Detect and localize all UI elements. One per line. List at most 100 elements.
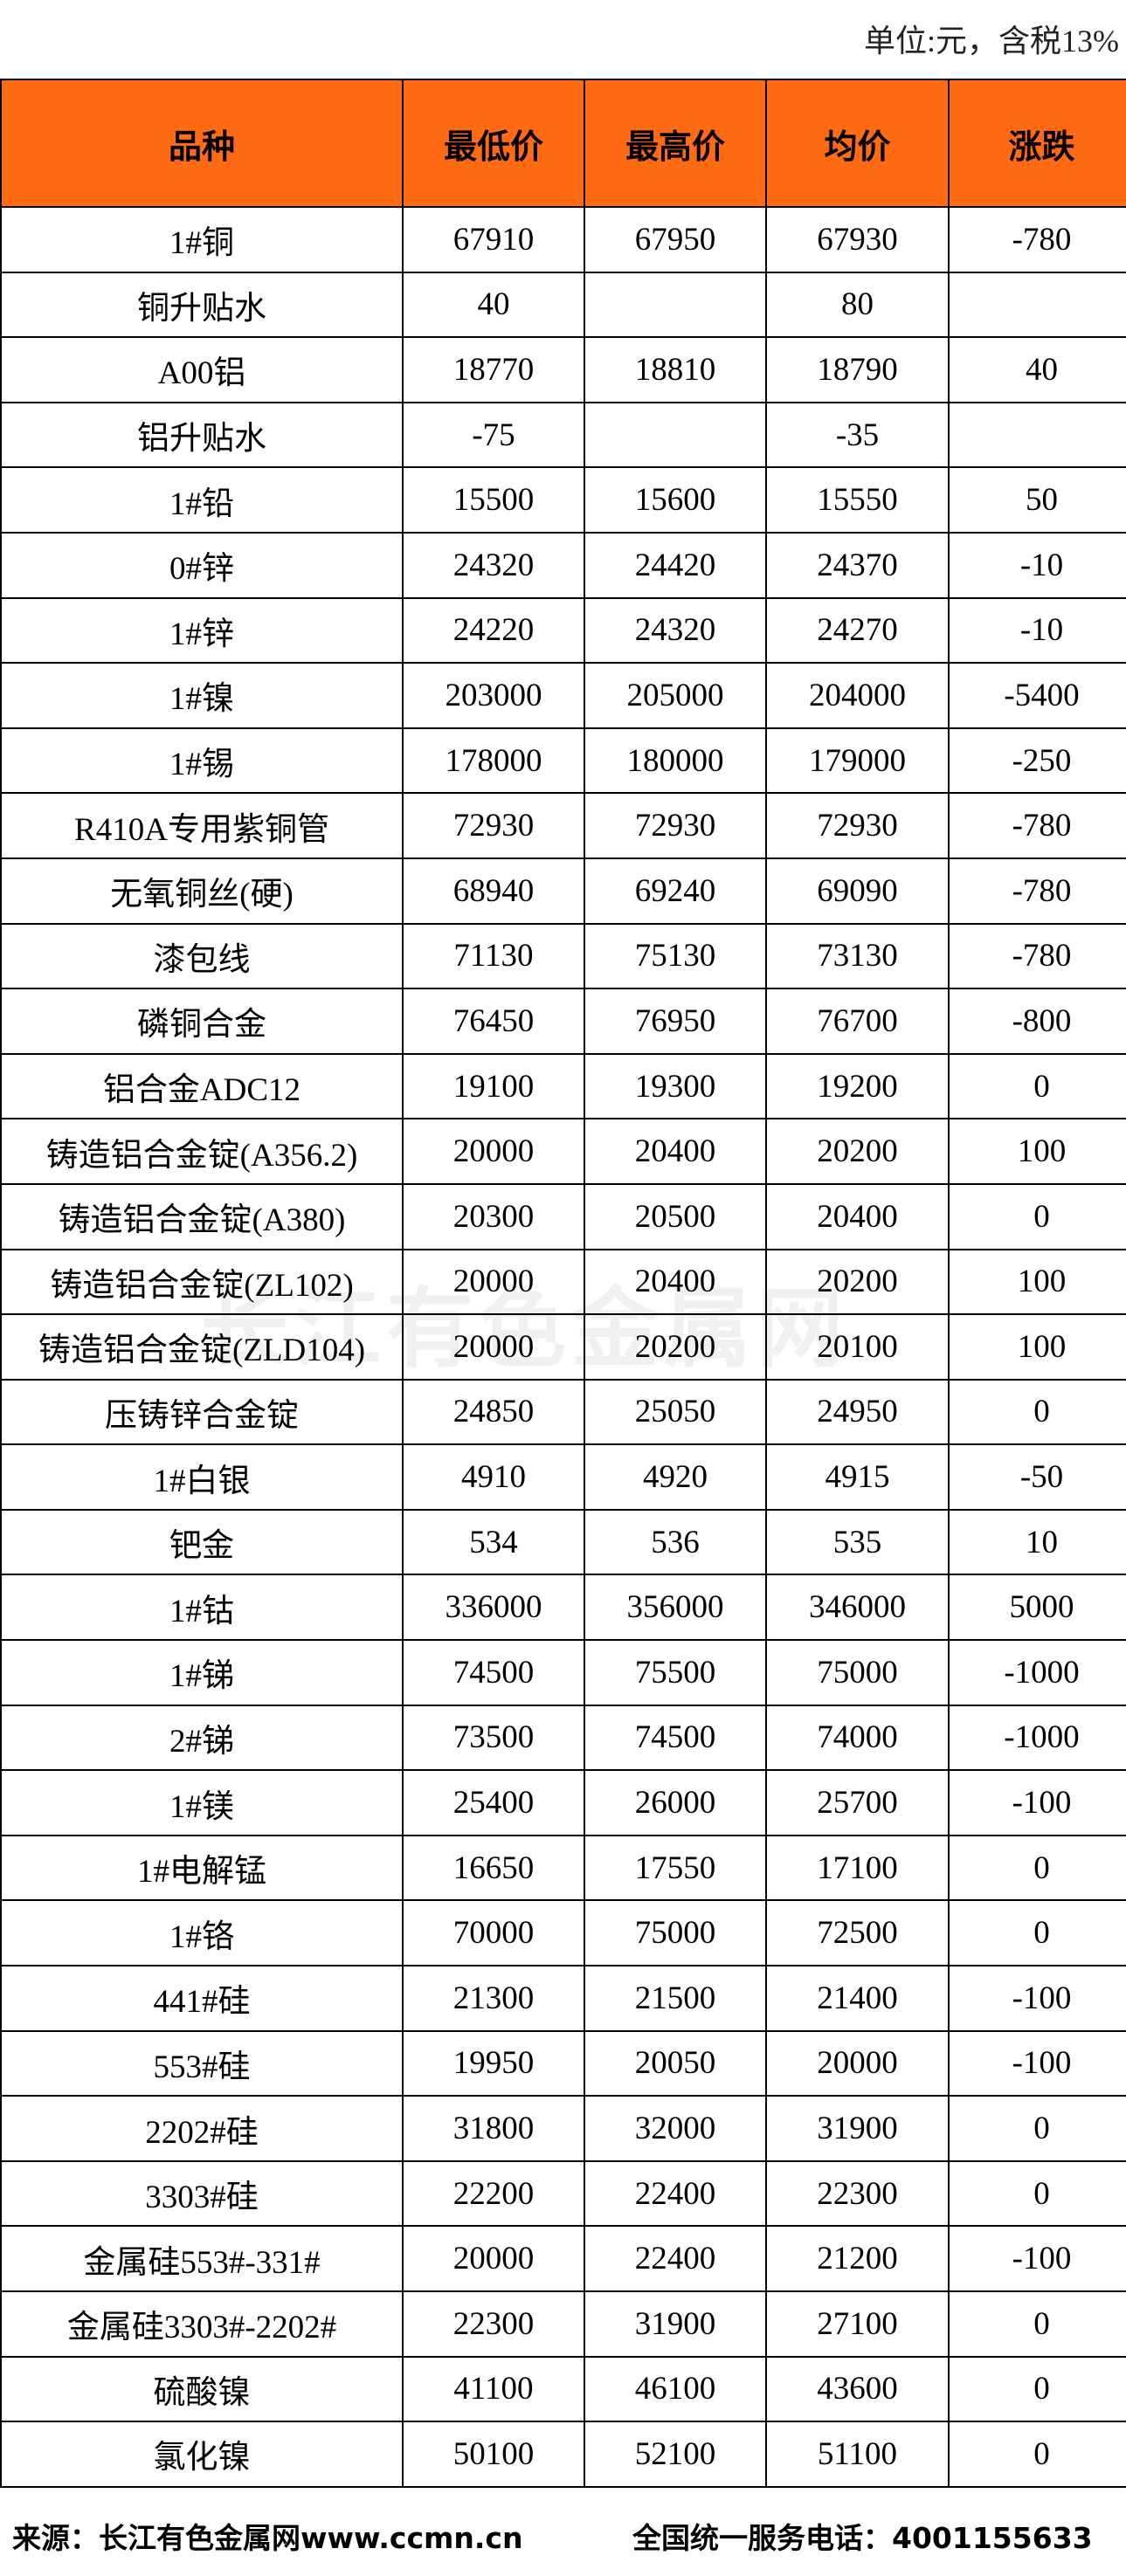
cell: 20500: [584, 1182, 767, 1250]
table-row: 铸造铝合金锭(A356.2) 20000 20400 20200 100: [0, 1118, 1126, 1185]
item-cell: 铸造铝合金锭(A356.2): [0, 1118, 404, 1185]
cell: -800: [948, 988, 1126, 1055]
cell: 69240: [584, 857, 767, 925]
cell: 17100: [765, 1834, 950, 1902]
cell: -250: [948, 727, 1126, 795]
table-row: 2#锑 73500 74500 74000 -1000: [0, 1704, 1126, 1772]
cell: 179000: [765, 727, 950, 795]
cell: -10: [948, 596, 1126, 665]
cell: 67910: [402, 206, 585, 273]
cell: 534: [402, 1508, 585, 1576]
cell: 17550: [584, 1834, 767, 1902]
cell: 21200: [765, 2225, 950, 2292]
cell: 72930: [402, 792, 585, 859]
cell: 22400: [584, 2225, 767, 2292]
cell: 24950: [765, 1378, 950, 1446]
item-cell: 钯金: [0, 1508, 404, 1576]
cell: 4915: [765, 1443, 950, 1511]
cell: 18790: [765, 336, 950, 403]
cell: [584, 271, 767, 339]
cell: 5000: [948, 1574, 1126, 1642]
item-cell: 1#白银: [0, 1443, 404, 1511]
cell: 72930: [584, 792, 767, 859]
cell: 20200: [584, 1313, 767, 1381]
table-row: 1#镍 203000 205000 204000 -5400: [0, 662, 1126, 729]
cell: 32000: [584, 2095, 767, 2162]
item-cell: R410A专用紫铜管: [0, 792, 404, 859]
item-cell: 1#钴: [0, 1574, 404, 1642]
cell: 41100: [402, 2355, 585, 2423]
cell: 20400: [584, 1248, 767, 1316]
cell: 75130: [584, 922, 767, 990]
cell: 336000: [402, 1574, 585, 1642]
item-cell: 1#铜: [0, 206, 404, 273]
cell: 75500: [584, 1639, 767, 1706]
cell: 25700: [765, 1769, 950, 1836]
cell: 24270: [765, 596, 950, 665]
cell: 43600: [765, 2355, 950, 2423]
table-row: 硫酸镍 41100 46100 43600 0: [0, 2355, 1126, 2423]
item-cell: 铸造铝合金锭(ZL102): [0, 1248, 404, 1316]
cell: 27100: [765, 2290, 950, 2358]
cell: 75000: [765, 1639, 950, 1706]
cell: 4910: [402, 1443, 585, 1511]
cell: 15550: [765, 466, 950, 534]
table-row: A00铝 18770 18810 18790 40: [0, 336, 1126, 403]
cell: 356000: [584, 1574, 767, 1642]
item-cell: 2#锑: [0, 1704, 404, 1772]
item-cell: 氯化镍: [0, 2421, 404, 2488]
table-row: 铸造铝合金锭(A380) 20300 20500 20400 0: [0, 1182, 1126, 1250]
table-row: R410A专用紫铜管 72930 72930 72930 -780: [0, 792, 1126, 859]
cell: 0: [948, 1182, 1126, 1250]
cell: 100: [948, 1313, 1126, 1381]
footer-phone: 全国统一服务电话：4001155633: [632, 2521, 1093, 2555]
cell: -1000: [948, 1639, 1126, 1706]
cell: 15600: [584, 466, 767, 534]
cell: 22300: [765, 2159, 950, 2228]
cell: 203000: [402, 662, 585, 729]
cell: 74500: [402, 1639, 585, 1706]
table-row: 441#硅 21300 21500 21400 -100: [0, 1965, 1126, 2032]
table-body: 1#铜 67910 67950 67930 -780 铜升贴水 40 80 A00铝 18770 1…: [0, 206, 1126, 2488]
table-row: 2202#硅 31800 32000 31900 0: [0, 2095, 1126, 2162]
cell: 20050: [584, 2029, 767, 2097]
item-cell: 铝合金ADC12: [0, 1052, 404, 1120]
cell: 0: [948, 2290, 1126, 2358]
cell: -780: [948, 922, 1126, 990]
cell: 72500: [765, 1899, 950, 1967]
cell: 346000: [765, 1574, 950, 1642]
item-cell: 漆包线: [0, 922, 404, 990]
cell: 22200: [402, 2159, 585, 2228]
cell: -50: [948, 1443, 1126, 1511]
cell: -35: [765, 401, 950, 469]
cell: [948, 401, 1126, 469]
header-row: 品种 最低价 最高价 均价 涨跌: [0, 79, 1126, 208]
cell: 67930: [765, 206, 950, 273]
cell: [584, 401, 767, 469]
cell: 51100: [765, 2421, 950, 2488]
item-cell: 压铸锌合金锭: [0, 1378, 404, 1446]
cell: 0: [948, 2159, 1126, 2228]
table-row: 无氧铜丝(硬) 68940 69240 69090 -780: [0, 857, 1126, 925]
cell: -100: [948, 2029, 1126, 2097]
cell: 20300: [402, 1182, 585, 1250]
cell: 0: [948, 2421, 1126, 2488]
cell: 0: [948, 1834, 1126, 1902]
cell: -1000: [948, 1704, 1126, 1772]
item-cell: A00铝: [0, 336, 404, 403]
cell: 19300: [584, 1052, 767, 1120]
item-cell: 1#镁: [0, 1769, 404, 1836]
cell: 46100: [584, 2355, 767, 2423]
cell: -75: [402, 401, 585, 469]
table-row: 3303#硅 22200 22400 22300 0: [0, 2159, 1126, 2228]
cell: 19950: [402, 2029, 585, 2097]
cell: 40: [402, 271, 585, 339]
cell: 21400: [765, 1965, 950, 2032]
item-cell: 1#铅: [0, 466, 404, 534]
cell: 21500: [584, 1965, 767, 2032]
cell: 100: [948, 1248, 1126, 1316]
cell: 74000: [765, 1704, 950, 1772]
table-row: 1#电解锰 16650 17550 17100 0: [0, 1834, 1126, 1902]
item-cell: 3303#硅: [0, 2159, 404, 2228]
cell: 180000: [584, 727, 767, 795]
